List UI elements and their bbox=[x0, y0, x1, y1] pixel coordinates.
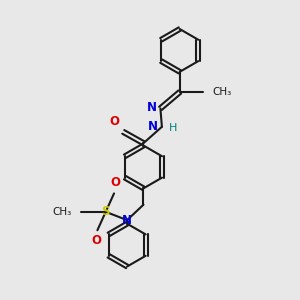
Text: CH₃: CH₃ bbox=[52, 207, 72, 217]
Text: N: N bbox=[147, 101, 157, 114]
Text: S: S bbox=[101, 205, 110, 218]
Text: O: O bbox=[91, 234, 101, 248]
Text: O: O bbox=[110, 115, 120, 128]
Text: CH₃: CH₃ bbox=[212, 87, 232, 97]
Text: H: H bbox=[168, 123, 177, 133]
Text: N: N bbox=[122, 214, 132, 226]
Text: O: O bbox=[110, 176, 121, 189]
Text: N: N bbox=[148, 120, 158, 133]
